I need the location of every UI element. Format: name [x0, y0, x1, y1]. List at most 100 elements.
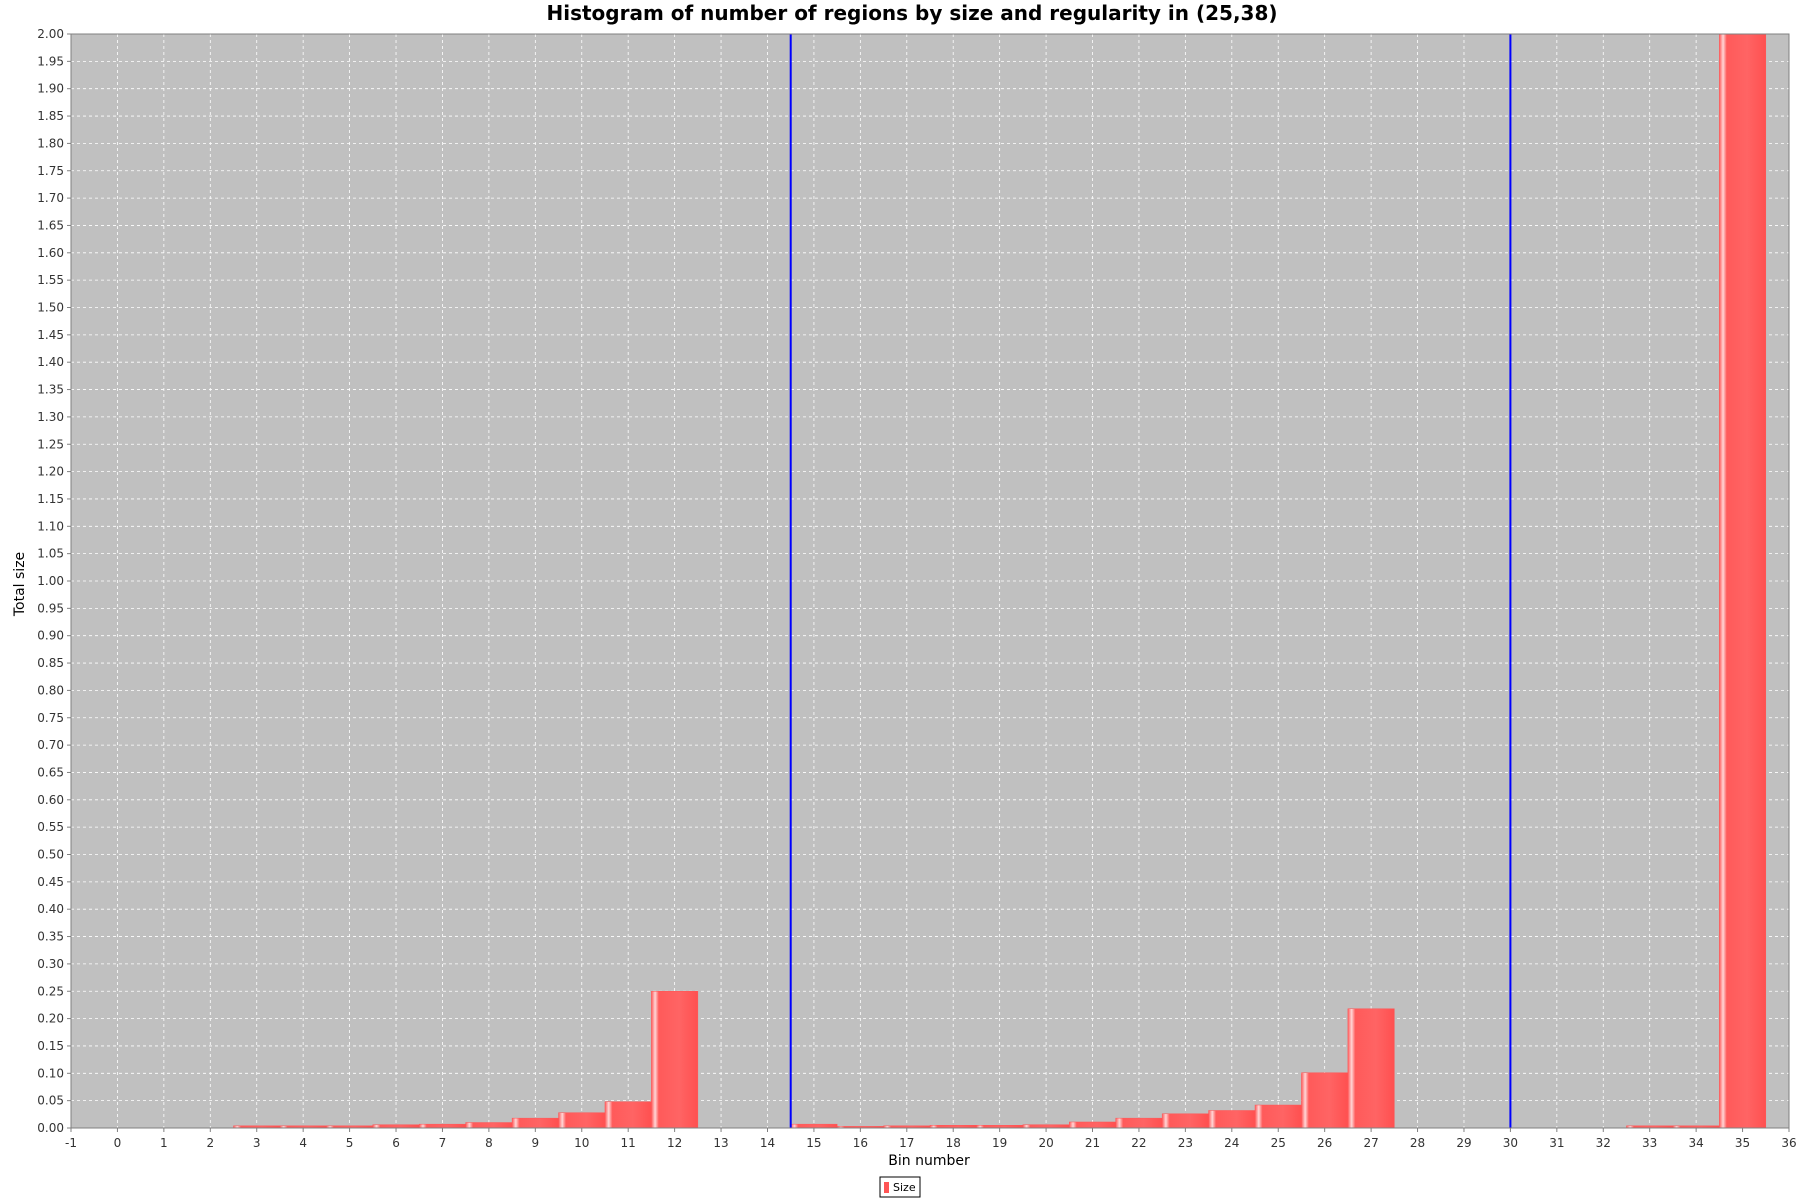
x-tick-label: 14: [760, 1136, 775, 1150]
x-tick-label: 11: [621, 1136, 636, 1150]
histogram-bar: [1069, 1121, 1116, 1129]
x-tick-label: 21: [1085, 1136, 1100, 1150]
y-axis-label: Total size: [12, 552, 28, 617]
y-tick-label: 0.95: [37, 601, 64, 615]
x-tick-label: 0: [114, 1136, 122, 1150]
y-tick-label: 0.50: [37, 848, 64, 862]
y-tick-label: 1.95: [37, 54, 64, 68]
histogram-bar: [465, 1122, 513, 1129]
x-tick-label: 1: [160, 1136, 168, 1150]
y-tick-label: 0.15: [37, 1039, 64, 1053]
x-tick-label: 20: [1038, 1136, 1053, 1150]
y-tick-label: 0.70: [37, 738, 64, 752]
y-tick-label: 0.10: [37, 1066, 64, 1080]
y-tick-label: 0.60: [37, 793, 64, 807]
x-tick-label: 23: [1178, 1136, 1193, 1150]
histogram-bar: [1719, 33, 1767, 1129]
x-tick-label: 27: [1363, 1136, 1378, 1150]
y-tick-label: 0.30: [37, 957, 64, 971]
histogram-bar: [418, 1123, 466, 1129]
x-tick-label: 22: [1131, 1136, 1146, 1150]
y-tick-label: 0.75: [37, 711, 64, 725]
x-tick-label: 8: [485, 1136, 493, 1150]
y-tick-label: 0.35: [37, 930, 64, 944]
y-tick-label: 1.40: [37, 355, 64, 369]
x-tick-label: 29: [1456, 1136, 1471, 1150]
x-tick-label: 30: [1503, 1136, 1518, 1150]
histogram-bar: [604, 1101, 652, 1129]
y-tick-label: 0.45: [37, 875, 64, 889]
x-tick-label: 26: [1317, 1136, 1332, 1150]
histogram-bar: [1254, 1104, 1302, 1129]
histogram-bar: [511, 1117, 559, 1129]
y-tick-label: 0.20: [37, 1012, 64, 1026]
y-tick-label: 1.60: [37, 246, 64, 260]
x-tick-label: 28: [1410, 1136, 1425, 1150]
histogram-bar: [1347, 1008, 1395, 1129]
y-tick-label: 0.00: [37, 1121, 64, 1135]
x-tick-label: 9: [532, 1136, 540, 1150]
histogram-bar: [1161, 1113, 1209, 1129]
histogram-bar: [1115, 1117, 1163, 1129]
y-tick-label: 1.70: [37, 191, 64, 205]
y-tick-label: 1.20: [37, 465, 64, 479]
y-tick-label: 1.50: [37, 301, 64, 315]
x-tick-label: 4: [299, 1136, 307, 1150]
x-tick-label: 5: [346, 1136, 354, 1150]
x-tick-label: 34: [1688, 1136, 1703, 1150]
y-tick-label: 1.15: [37, 492, 64, 506]
y-tick-label: 0.90: [37, 629, 64, 643]
x-tick-label: 24: [1224, 1136, 1239, 1150]
x-tick-label: 35: [1735, 1136, 1750, 1150]
x-tick-label: 7: [439, 1136, 447, 1150]
x-tick-label: 33: [1642, 1136, 1657, 1150]
legend-label-size: Size: [893, 1181, 916, 1194]
y-tick-label: 1.90: [37, 82, 64, 96]
y-tick-label: 1.10: [37, 519, 64, 533]
plot-border: [70, 33, 1790, 1129]
x-tick-label: 13: [713, 1136, 728, 1150]
x-tick-label: 3: [253, 1136, 261, 1150]
histogram-bar: [558, 1112, 606, 1129]
x-tick-label: -1: [65, 1136, 77, 1150]
x-tick-label: 18: [946, 1136, 961, 1150]
chart-title: Histogram of number of regions by size a…: [546, 1, 1277, 25]
legend-swatch: [884, 1182, 889, 1193]
y-tick-label: 1.05: [37, 547, 64, 561]
y-tick-label: 0.85: [37, 656, 64, 670]
y-tick-label: 1.65: [37, 218, 64, 232]
histogram-bar: [1301, 1072, 1349, 1129]
plot-area: 0.00 0.05 0.10 0.15 0.20 0.25 0.30 0.35 0.40 0.45…: [37, 27, 1796, 1150]
x-tick-label: 10: [574, 1136, 589, 1150]
x-tick-label: 36: [1781, 1136, 1796, 1150]
y-tick-label: 0.40: [37, 902, 64, 916]
legend-box: [879, 1176, 921, 1198]
x-tick-label: 19: [992, 1136, 1007, 1150]
y-tick-label: 1.30: [37, 410, 64, 424]
y-tick-label: 1.80: [37, 136, 64, 150]
y-tick-label: 0.55: [37, 820, 64, 834]
histogram-bar: [790, 1123, 838, 1129]
x-tick-label: 32: [1596, 1136, 1611, 1150]
y-tick-label: 1.35: [37, 383, 64, 397]
x-tick-label: 15: [806, 1136, 821, 1150]
x-axis-label: Bin number: [888, 1153, 970, 1169]
y-tick-label: 1.45: [37, 328, 64, 342]
y-tick-label: 2.00: [37, 27, 64, 41]
x-tick-label: 12: [667, 1136, 682, 1150]
x-tick-label: 17: [899, 1136, 914, 1150]
x-tick-label: 16: [853, 1136, 868, 1150]
y-tick-label: 0.65: [37, 765, 64, 779]
y-tick-label: 0.25: [37, 984, 64, 998]
x-tick-label: 2: [206, 1136, 214, 1150]
histogram-bar: [1208, 1110, 1256, 1129]
histogram-bar: [651, 991, 699, 1129]
y-tick-label: 1.85: [37, 109, 64, 123]
legend: Size: [879, 1176, 921, 1198]
y-tick-label: 1.75: [37, 164, 64, 178]
y-tick-label: 0.05: [37, 1094, 64, 1108]
y-tick-label: 1.25: [37, 437, 64, 451]
x-tick-label: 31: [1549, 1136, 1564, 1150]
